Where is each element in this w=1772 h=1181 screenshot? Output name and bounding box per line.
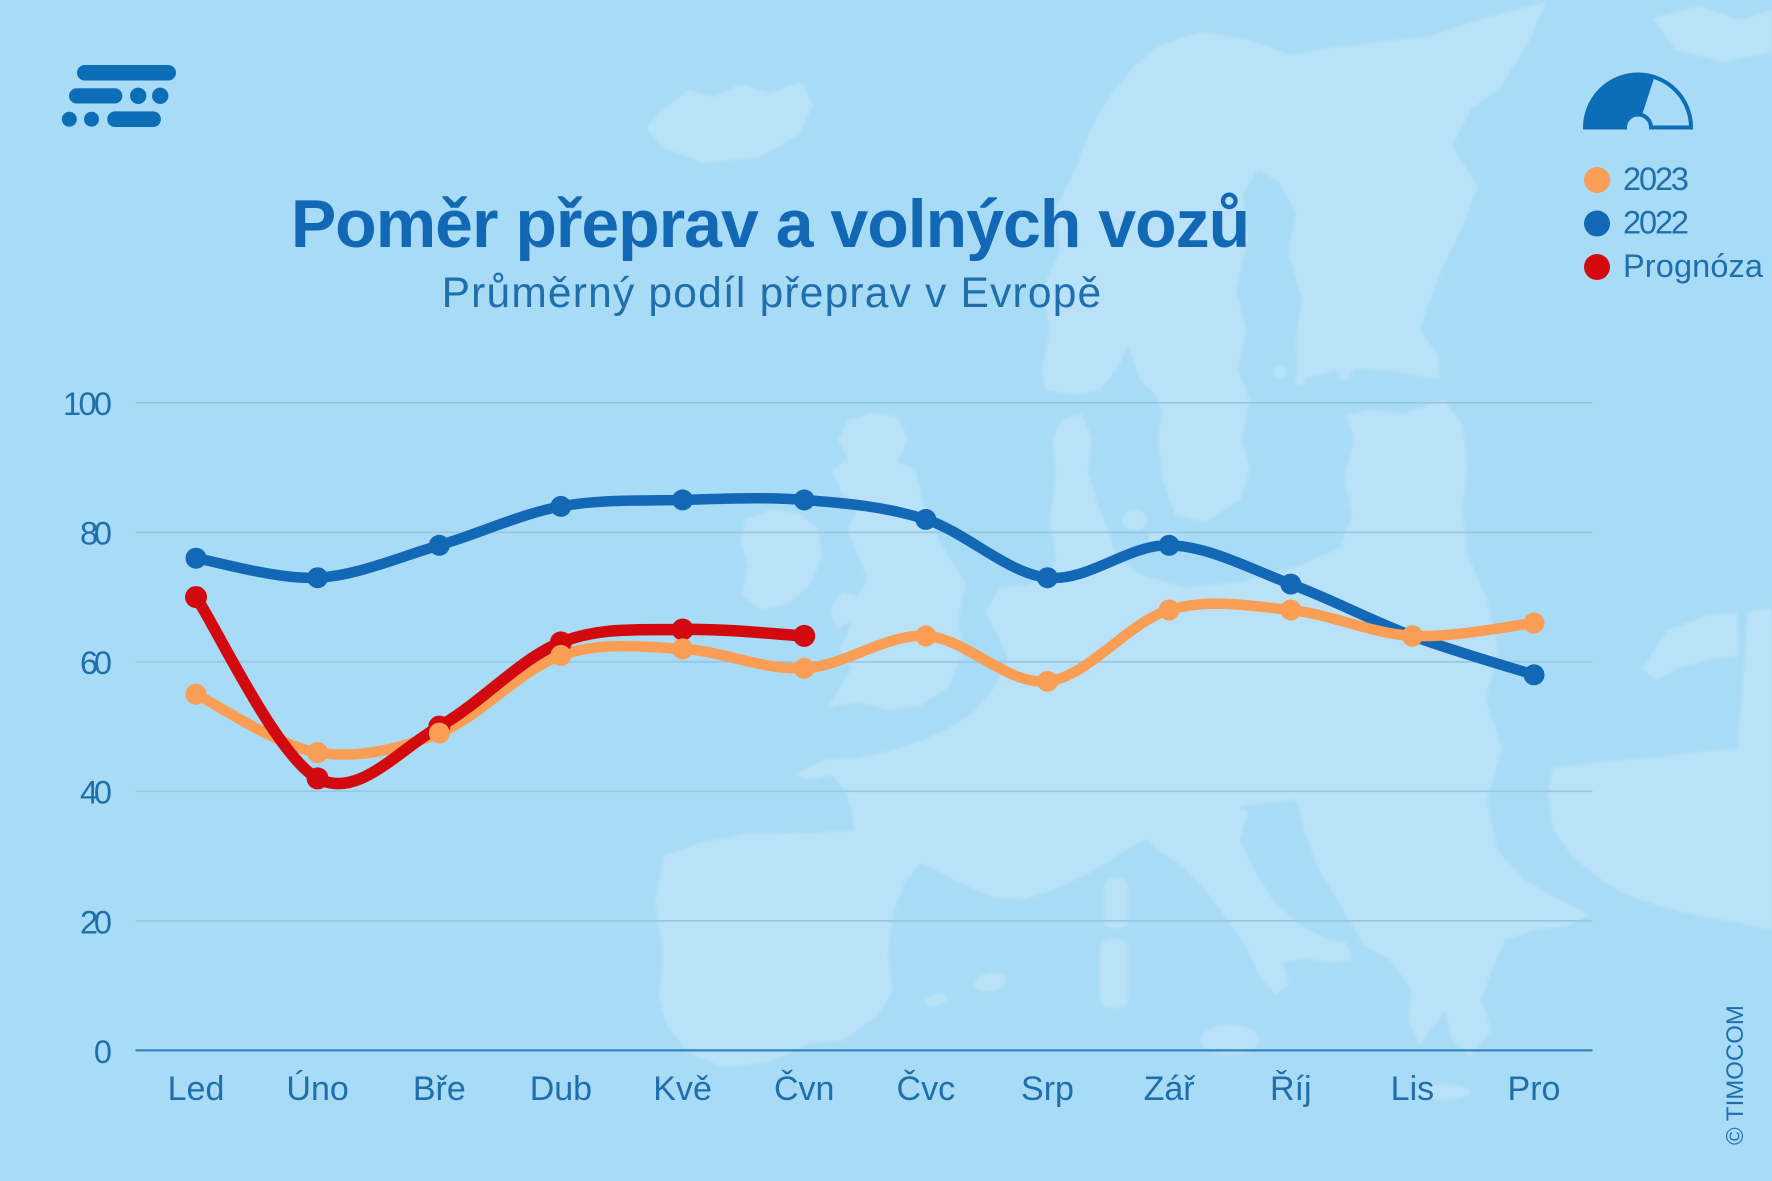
svg-text:40: 40: [80, 775, 112, 811]
svg-text:Pro: Pro: [1508, 1070, 1561, 1108]
svg-text:Led: Led: [168, 1070, 225, 1108]
svg-text:Zář: Zář: [1144, 1070, 1196, 1108]
svg-text:Dub: Dub: [530, 1070, 592, 1108]
svg-text:Prognóza: Prognóza: [1623, 248, 1764, 284]
svg-text:2022: 2022: [1623, 205, 1689, 241]
svg-text:Poměr přeprav a volných vozů: Poměr přeprav a volných vozů: [291, 186, 1249, 262]
svg-text:Průměrný podíl přeprav v Evrop: Průměrný podíl přeprav v Evropě: [442, 270, 1103, 317]
svg-text:20: 20: [80, 904, 112, 940]
svg-text:Kvě: Kvě: [653, 1070, 712, 1108]
svg-text:80: 80: [80, 516, 112, 552]
svg-text:Srp: Srp: [1021, 1070, 1074, 1108]
svg-text:2023: 2023: [1623, 161, 1689, 197]
svg-text:Úno: Úno: [286, 1070, 348, 1108]
svg-text:Bře: Bře: [413, 1070, 466, 1108]
svg-text:100: 100: [63, 386, 112, 422]
svg-text:Čvn: Čvn: [774, 1070, 834, 1108]
svg-text:60: 60: [80, 645, 112, 681]
svg-text:0: 0: [94, 1034, 112, 1070]
svg-text:Říj: Říj: [1270, 1070, 1312, 1108]
svg-text:Čvc: Čvc: [897, 1070, 956, 1108]
svg-text:Lis: Lis: [1391, 1070, 1434, 1108]
svg-text:© TIMOCOM: © TIMOCOM: [1722, 1005, 1749, 1145]
